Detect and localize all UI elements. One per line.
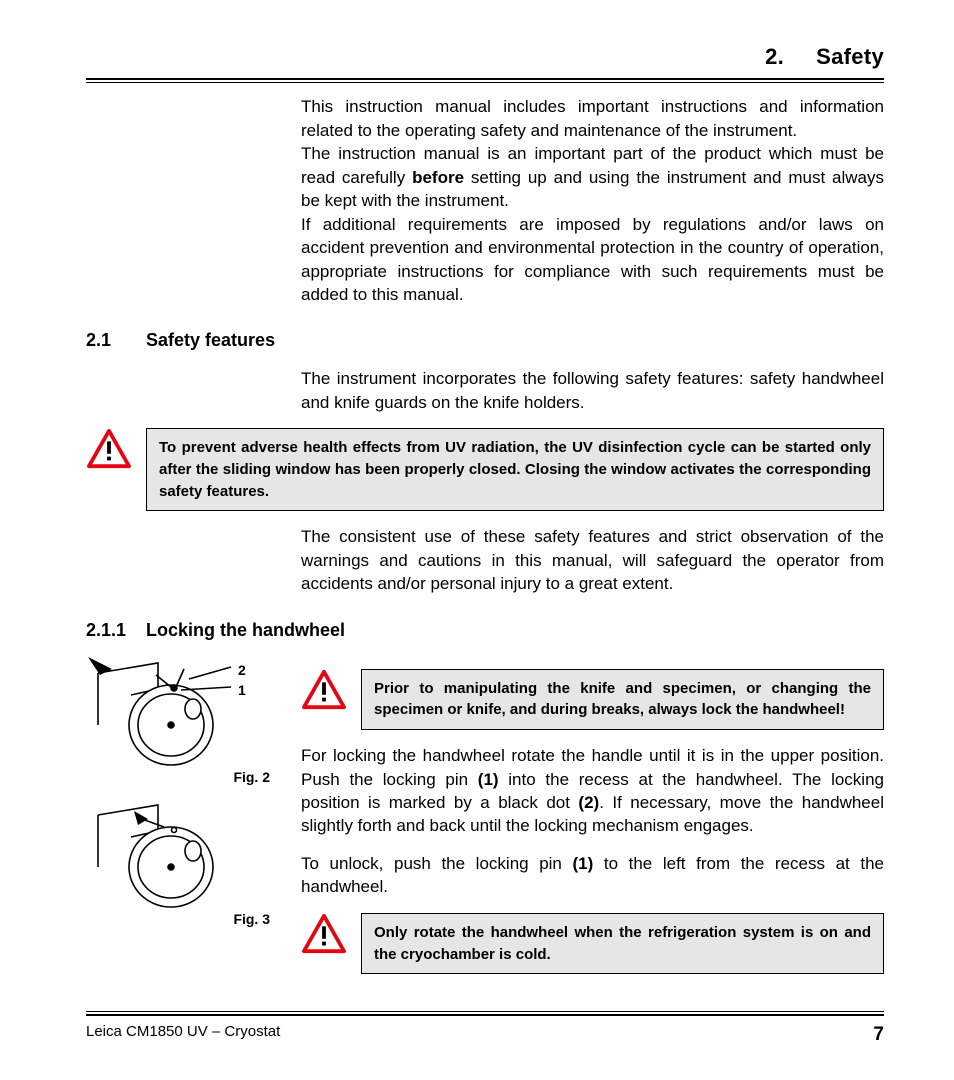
figure-2: 2 1 (86, 655, 276, 787)
warning-uv: To prevent adverse health effects from U… (86, 428, 884, 511)
warning-rotate-cold: Only rotate the handwheel when the refri… (301, 913, 884, 975)
sec211-body: For locking the handwheel rotate the han… (301, 744, 884, 899)
section-2-1-1-heading: 2.1.1 Locking the handwheel (86, 618, 884, 643)
sec21-p1: The instrument incorporates the followin… (301, 367, 884, 414)
warning-box-uv: To prevent adverse health effects from U… (146, 428, 884, 511)
footer-rule-thin (86, 1011, 884, 1012)
warning-icon (86, 428, 132, 470)
footer-product: Leica CM1850 UV – Cryostat (86, 1022, 280, 1048)
figure-3: Fig. 3 (86, 797, 276, 929)
figure-3-caption: Fig. 3 (86, 910, 276, 929)
sec21-body2: The consistent use of these safety featu… (301, 525, 884, 595)
handwheel-illustration-unlocked (86, 797, 256, 912)
page: 2. Safety This instruction manual includ… (0, 0, 954, 1080)
footer-page-number: 7 (873, 1022, 884, 1048)
footer-row: Leica CM1850 UV – Cryostat 7 (86, 1022, 884, 1048)
warning-box-cold: Only rotate the handwheel when the refri… (361, 913, 884, 975)
intro-p2: The instruction manual is an important p… (301, 142, 884, 212)
figure-2-caption: Fig. 2 (86, 768, 276, 787)
sec211-p2: To unlock, push the locking pin (1) to t… (301, 852, 884, 899)
handwheel-text-column: Prior to manipulating the knife and spec… (301, 655, 884, 989)
fig2-callout-1: 1 (238, 681, 246, 700)
handwheel-layout: 2 1 (86, 655, 884, 989)
warning-lock-handwheel: Prior to manipulating the knife and spec… (301, 669, 884, 731)
section-2-1-heading: 2.1 Safety features (86, 328, 884, 353)
chapter-title: Safety (816, 44, 884, 69)
chapter-header: 2. Safety (86, 42, 884, 72)
warning-icon (301, 913, 347, 955)
header-rule-thick (86, 78, 884, 80)
footer-rule-thick (86, 1014, 884, 1016)
sec21-body: The instrument incorporates the followin… (301, 367, 884, 414)
intro-p1: This instruction manual includes importa… (301, 95, 884, 142)
warning-icon (301, 669, 347, 711)
page-footer: Leica CM1850 UV – Cryostat 7 (86, 1011, 884, 1048)
header-rule-thin (86, 82, 884, 83)
figure-column: 2 1 (86, 655, 276, 940)
fig2-callout-2: 2 (238, 661, 246, 680)
warning-box-lock: Prior to manipulating the knife and spec… (361, 669, 884, 731)
sec211-p1: For locking the handwheel rotate the han… (301, 744, 884, 838)
handwheel-illustration-locked (86, 655, 256, 770)
intro-p3: If additional requirements are imposed b… (301, 213, 884, 307)
sec21-p2: The consistent use of these safety featu… (301, 525, 884, 595)
chapter-number: 2. (765, 44, 784, 69)
intro-block: This instruction manual includes importa… (301, 95, 884, 306)
